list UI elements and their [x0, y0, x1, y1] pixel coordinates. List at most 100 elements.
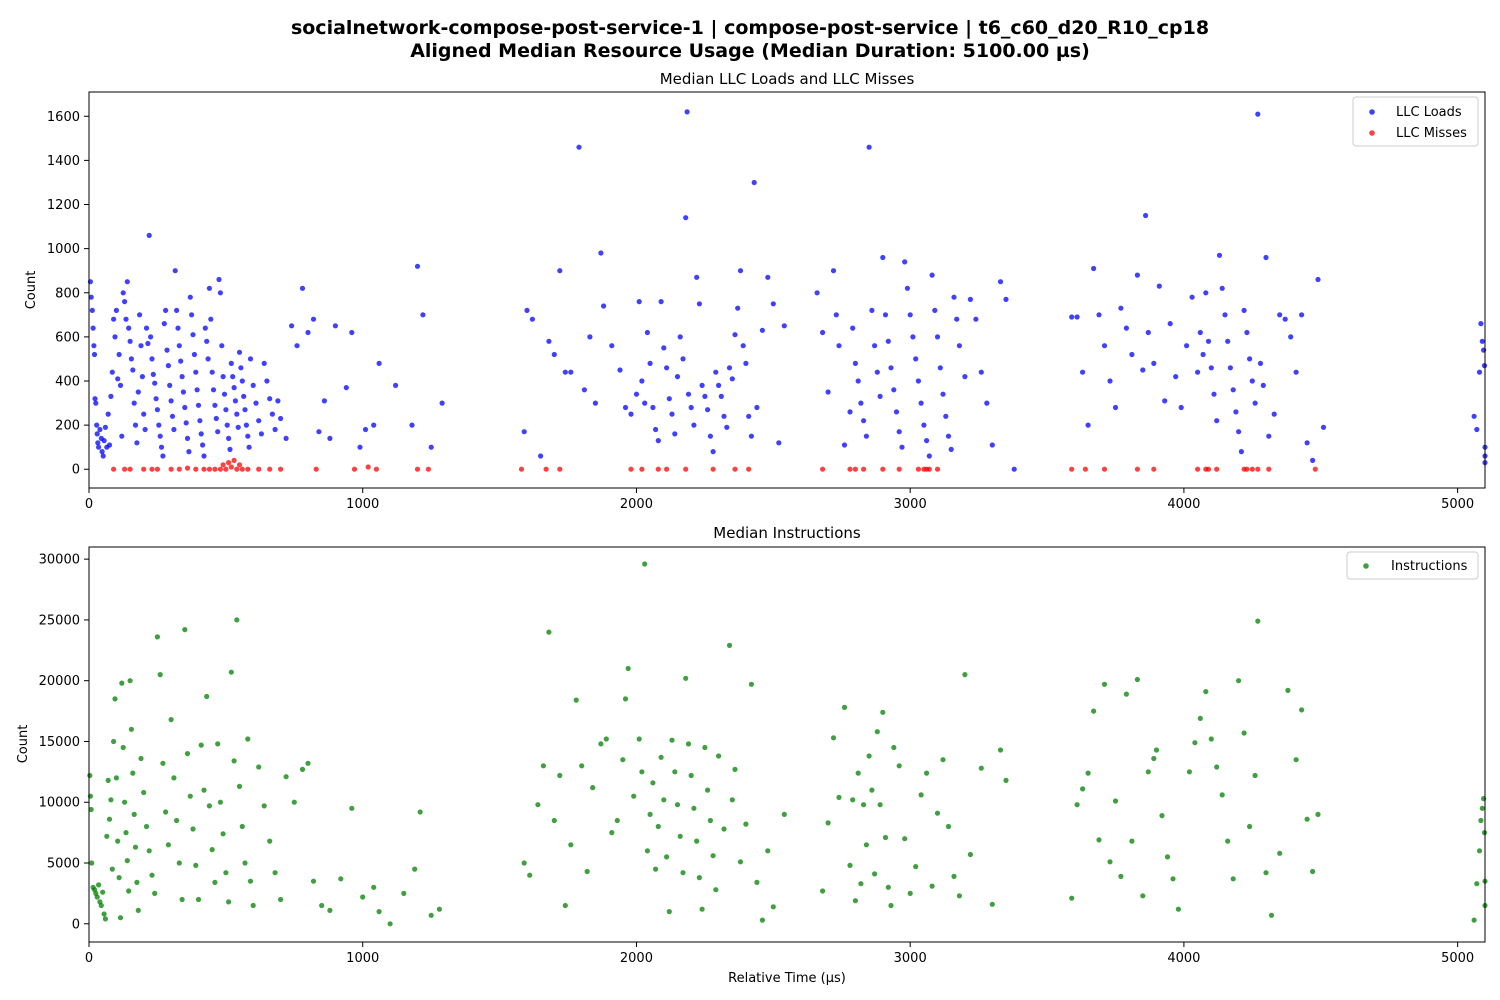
- llc-misses-point: [226, 460, 232, 466]
- llc-loads-point: [978, 369, 984, 375]
- llc-loads-point: [841, 442, 848, 448]
- instructions-point: [1479, 805, 1485, 811]
- instructions-point: [387, 921, 393, 927]
- llc-loads-point: [896, 429, 902, 435]
- instructions-point: [223, 870, 229, 876]
- llc-x-tick-label: 1000: [346, 497, 379, 512]
- llc-loads-point: [179, 374, 185, 380]
- llc-loads-point: [180, 389, 186, 395]
- instructions-point: [737, 859, 744, 865]
- llc-y-tick-label: 400: [55, 375, 80, 390]
- instructions-point: [882, 834, 889, 841]
- instructions-point: [1101, 681, 1108, 687]
- llc-loads-point: [1200, 351, 1206, 358]
- instructions-point: [521, 860, 527, 866]
- instructions-legend-marker: [1363, 563, 1369, 569]
- llc-loads-point: [1140, 367, 1146, 373]
- llc-loads-point: [220, 374, 226, 380]
- instructions-point: [622, 696, 629, 702]
- instructions-point: [1140, 893, 1146, 899]
- llc-loads-point: [153, 396, 159, 402]
- llc-misses-point: [896, 466, 902, 472]
- llc-loads-point: [1260, 382, 1266, 388]
- llc-loads-point: [529, 316, 536, 322]
- instructions-point: [134, 879, 140, 886]
- instructions-chart-ylabel: Count: [16, 725, 31, 764]
- instructions-point: [1151, 755, 1157, 762]
- instructions-point: [872, 871, 878, 877]
- llc-loads-point: [168, 398, 174, 404]
- llc-loads-point: [1101, 343, 1108, 349]
- llc-misses-point: [1205, 466, 1212, 472]
- llc-misses-point: [365, 464, 371, 470]
- instructions-point: [631, 793, 637, 799]
- llc-loads-point: [718, 393, 724, 399]
- llc-loads-point: [439, 400, 445, 406]
- llc-loads-point: [235, 424, 241, 430]
- llc-misses-point: [245, 466, 251, 472]
- llc-loads-point: [740, 343, 746, 349]
- instructions-point: [1203, 689, 1209, 695]
- llc-loads-point: [951, 294, 957, 300]
- llc-loads-point: [1230, 387, 1236, 393]
- instructions-point: [371, 884, 377, 890]
- llc-misses-point: [847, 466, 853, 472]
- instructions-point: [1208, 736, 1214, 742]
- llc-loads-point: [206, 285, 212, 291]
- llc-loads-point: [156, 422, 162, 428]
- llc-misses-point: [1069, 466, 1075, 472]
- instructions-point: [1236, 678, 1242, 684]
- instructions-y-tick-label: 10000: [39, 796, 80, 811]
- llc-loads-point: [212, 402, 218, 408]
- llc-x-tick-label: 0: [85, 497, 93, 512]
- llc-loads-point: [316, 429, 322, 435]
- llc-loads-point: [283, 435, 289, 441]
- instructions-point: [195, 896, 202, 903]
- instructions-point: [1315, 811, 1321, 818]
- llc-loads-point: [232, 398, 238, 404]
- llc-loads-point: [781, 323, 787, 329]
- llc-loads-point: [1134, 272, 1140, 278]
- llc-misses-point: [212, 466, 218, 472]
- instructions-point: [609, 830, 615, 836]
- llc-loads-point: [142, 426, 148, 433]
- instructions-point: [655, 823, 661, 830]
- llc-loads-point: [746, 413, 752, 419]
- llc-chart-ticks: 0 1000 2000 3000 4000 5000 0 200 400 600 800 1000 12…: [47, 110, 1474, 512]
- instructions-point: [236, 783, 243, 790]
- llc-loads-point: [568, 369, 574, 375]
- llc-loads-point: [238, 365, 244, 371]
- instructions-point: [683, 675, 689, 681]
- llc-misses-point: [206, 466, 212, 472]
- llc-loads-point: [109, 369, 115, 375]
- llc-loads-point: [726, 365, 733, 371]
- instructions-point: [861, 802, 867, 808]
- instructions-point: [176, 860, 182, 866]
- instructions-point: [877, 802, 883, 808]
- llc-loads-point: [208, 316, 214, 322]
- llc-misses-point: [239, 466, 245, 472]
- llc-loads-point: [1085, 422, 1091, 428]
- llc-loads-point: [644, 329, 651, 336]
- instructions-y-tick-label: 20000: [39, 674, 80, 689]
- llc-loads-point: [321, 398, 327, 404]
- llc-loads-point: [420, 312, 426, 318]
- llc-misses-point: [425, 466, 431, 472]
- instructions-point: [291, 799, 297, 805]
- instructions-point: [855, 770, 861, 776]
- llc-loads-legend-marker: [1369, 109, 1375, 115]
- instructions-point: [135, 907, 141, 914]
- instructions-point: [685, 741, 692, 747]
- llc-loads-point: [666, 396, 672, 402]
- instructions-point: [1170, 876, 1176, 882]
- llc-loads-point: [907, 312, 913, 318]
- llc-loads-point: [1225, 338, 1231, 344]
- llc-loads-point: [710, 449, 716, 455]
- llc-loads-point: [105, 411, 111, 417]
- llc-misses-point: [1151, 466, 1157, 472]
- instructions-point: [104, 833, 110, 839]
- instructions-chart-frame: [88, 546, 1486, 943]
- llc-loads-point: [910, 334, 916, 340]
- instructions-point: [765, 848, 771, 854]
- instructions-point: [283, 774, 289, 780]
